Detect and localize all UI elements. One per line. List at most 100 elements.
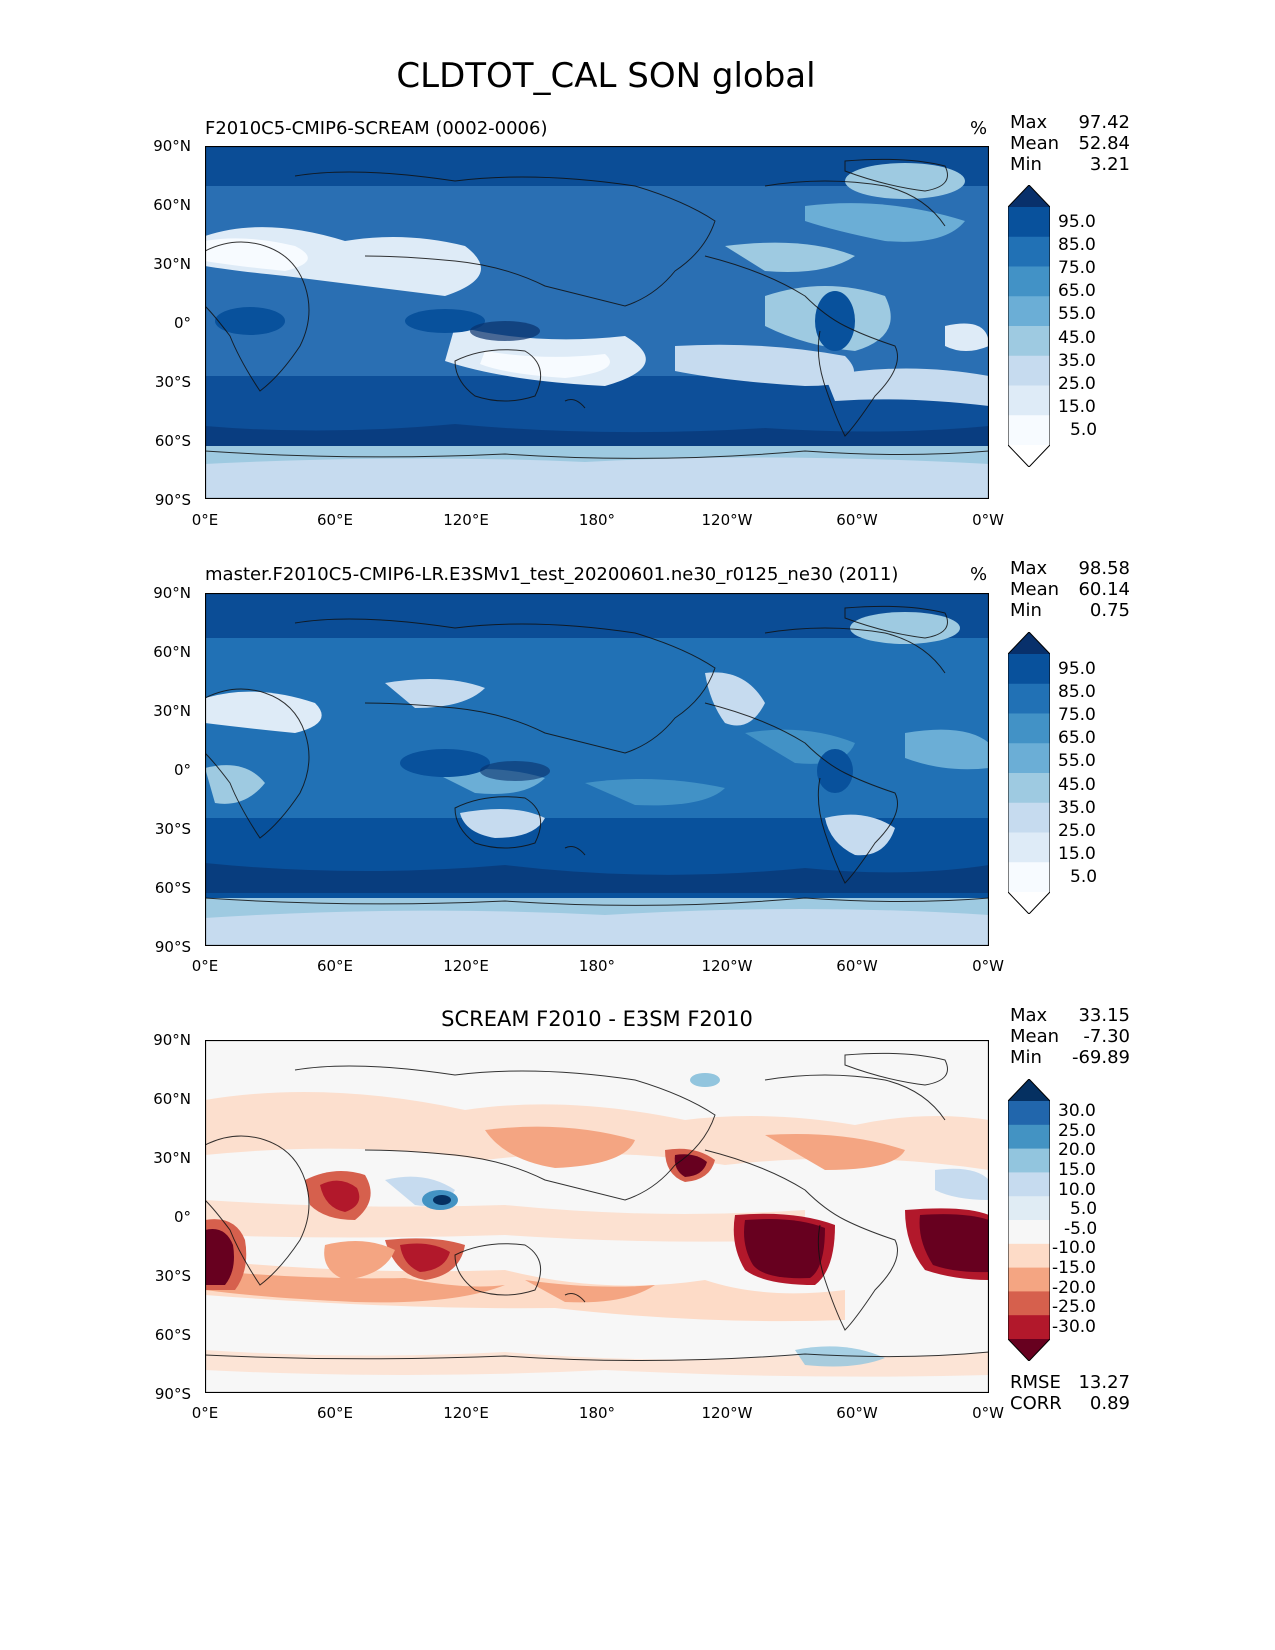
colorbar-segment — [1008, 236, 1050, 267]
p2-colorbar — [1008, 632, 1050, 914]
p3-max-label: Max — [1010, 1005, 1048, 1026]
p2-cb-tick: 85.0 — [1058, 682, 1096, 702]
p3-cb-tick: 10.0 — [1058, 1180, 1096, 1200]
p3-cb-tick: -25.0 — [1052, 1297, 1096, 1317]
p2-xtick-120e: 120°E — [443, 957, 489, 975]
p1-mean-label: Mean — [1010, 133, 1060, 154]
p3-ytick-60s: 60°S — [154, 1326, 191, 1344]
p2-cb-tick: 5.0 — [1070, 867, 1098, 887]
p3-colorbar — [1008, 1079, 1050, 1361]
p2-ytick-30s: 30°S — [154, 820, 191, 838]
p3-ytick-30n: 30°N — [153, 1149, 191, 1167]
p1-cb-tick: 15.0 — [1058, 397, 1096, 417]
panel-3-title: SCREAM F2010 - E3SM F2010 — [441, 1007, 753, 1031]
p2-max-label: Max — [1010, 558, 1048, 579]
p1-min-value: 3.21 — [1089, 154, 1130, 175]
colorbar-segment — [1008, 802, 1050, 833]
colorbar-segment — [1008, 1148, 1050, 1173]
colorbar-segment — [1008, 266, 1050, 297]
p3-cb-tick: -30.0 — [1052, 1317, 1096, 1337]
p3-xtick-60e: 60°E — [316, 1404, 354, 1422]
p3-min-label: Min — [1010, 1047, 1042, 1068]
p1-colorbar — [1008, 185, 1050, 467]
p2-xtick-180: 180° — [578, 957, 616, 975]
p1-xtick-120e: 120°E — [443, 511, 489, 529]
p1-xtick-120w: 120°W — [701, 511, 753, 529]
p2-cb-tick: 25.0 — [1058, 821, 1096, 841]
colorbar-segment — [1008, 862, 1050, 893]
p1-xtick-60w: 60°W — [836, 511, 878, 529]
p2-ytick-60s: 60°S — [154, 879, 191, 897]
colorbar-segment — [1008, 1101, 1050, 1126]
p3-mean-label: Mean — [1010, 1026, 1060, 1047]
p3-cb-tick: 20.0 — [1058, 1140, 1096, 1160]
p1-xtick-0w: 0°W — [972, 511, 1004, 529]
p2-ytick-0: 0° — [173, 761, 191, 779]
p3-corr-value: 0.89 — [1089, 1393, 1130, 1414]
p1-cb-tick: 25.0 — [1058, 374, 1096, 394]
p1-ytick-0: 0° — [173, 314, 191, 332]
p3-ytick-90n: 90°N — [153, 1031, 191, 1049]
colorbar-segment — [1008, 355, 1050, 386]
p1-max-value: 97.42 — [1078, 112, 1130, 133]
p2-ytick-30n: 30°N — [153, 702, 191, 720]
p3-cb-tick: -10.0 — [1052, 1238, 1096, 1258]
p3-mean-value: -7.30 — [1083, 1026, 1130, 1047]
colorbar-segment — [1008, 326, 1050, 357]
panel-1-units: % — [970, 118, 988, 139]
p3-cb-tick: 25.0 — [1058, 1121, 1096, 1141]
panel-1-title: F2010C5-CMIP6-SCREAM (0002-0006) — [205, 118, 548, 139]
p1-xtick-0e: 0°E — [191, 511, 219, 529]
colorbar-extend-bottom — [1008, 1339, 1050, 1361]
p2-ytick-90n: 90°N — [153, 584, 191, 602]
p3-xtick-0w: 0°W — [972, 1404, 1004, 1422]
colorbar-segment — [1008, 743, 1050, 774]
p1-cb-tick: 45.0 — [1058, 328, 1096, 348]
p1-cb-tick: 55.0 — [1058, 304, 1096, 324]
p1-ytick-60n: 60°N — [153, 196, 191, 214]
p2-cb-tick: 75.0 — [1058, 705, 1096, 725]
figure-title: CLDTOT_CAL SON global — [396, 56, 816, 96]
p3-ytick-30s: 30°S — [154, 1267, 191, 1285]
p2-mean-label: Mean — [1010, 579, 1060, 600]
p1-ytick-90s: 90°S — [154, 491, 191, 509]
p3-xtick-120w: 120°W — [701, 1404, 753, 1422]
p2-xtick-0e: 0°E — [191, 957, 219, 975]
colorbar-extend-top — [1008, 632, 1050, 654]
p3-cb-tick: 15.0 — [1058, 1160, 1096, 1180]
colorbar-segment — [1008, 1267, 1050, 1292]
p2-cb-tick: 65.0 — [1058, 728, 1096, 748]
colorbar-segment — [1008, 385, 1050, 416]
p1-ytick-60s: 60°S — [154, 432, 191, 450]
p3-cb-tick: 5.0 — [1070, 1199, 1098, 1219]
p3-cb-tick: -5.0 — [1064, 1219, 1098, 1239]
p1-cb-tick: 75.0 — [1058, 258, 1096, 278]
p1-ytick-30n: 30°N — [153, 255, 191, 273]
colorbar-segment — [1008, 1315, 1050, 1340]
panel-2-title: master.F2010C5-CMIP6-LR.E3SMv1_test_2020… — [205, 564, 899, 585]
panel-2-map — [205, 593, 989, 946]
p3-max-value: 33.15 — [1078, 1005, 1130, 1026]
p3-cb-tick: -20.0 — [1052, 1278, 1096, 1298]
p3-xtick-180: 180° — [578, 1404, 616, 1422]
p3-ytick-0: 0° — [173, 1208, 191, 1226]
colorbar-extend-top — [1008, 1079, 1050, 1101]
p3-corr-label: CORR — [1010, 1393, 1062, 1414]
colorbar-segment — [1008, 773, 1050, 804]
p1-cb-tick: 5.0 — [1070, 420, 1098, 440]
p1-xtick-180: 180° — [578, 511, 616, 529]
colorbar-segment — [1008, 654, 1050, 685]
p2-cb-tick: 15.0 — [1058, 844, 1096, 864]
p1-cb-tick: 35.0 — [1058, 351, 1096, 371]
p1-cb-tick: 65.0 — [1058, 281, 1096, 301]
colorbar-segment — [1008, 207, 1050, 238]
colorbar-segment — [1008, 1243, 1050, 1269]
colorbar-segment — [1008, 1172, 1050, 1197]
p2-xtick-120w: 120°W — [701, 957, 753, 975]
colorbar-segment — [1008, 1220, 1050, 1245]
colorbar-extend-bottom — [1008, 892, 1050, 914]
p1-cb-tick: 95.0 — [1058, 212, 1096, 232]
p2-min-value: 0.75 — [1089, 600, 1130, 621]
p2-xtick-0w: 0°W — [972, 957, 1004, 975]
p3-cb-tick: 30.0 — [1058, 1101, 1096, 1121]
